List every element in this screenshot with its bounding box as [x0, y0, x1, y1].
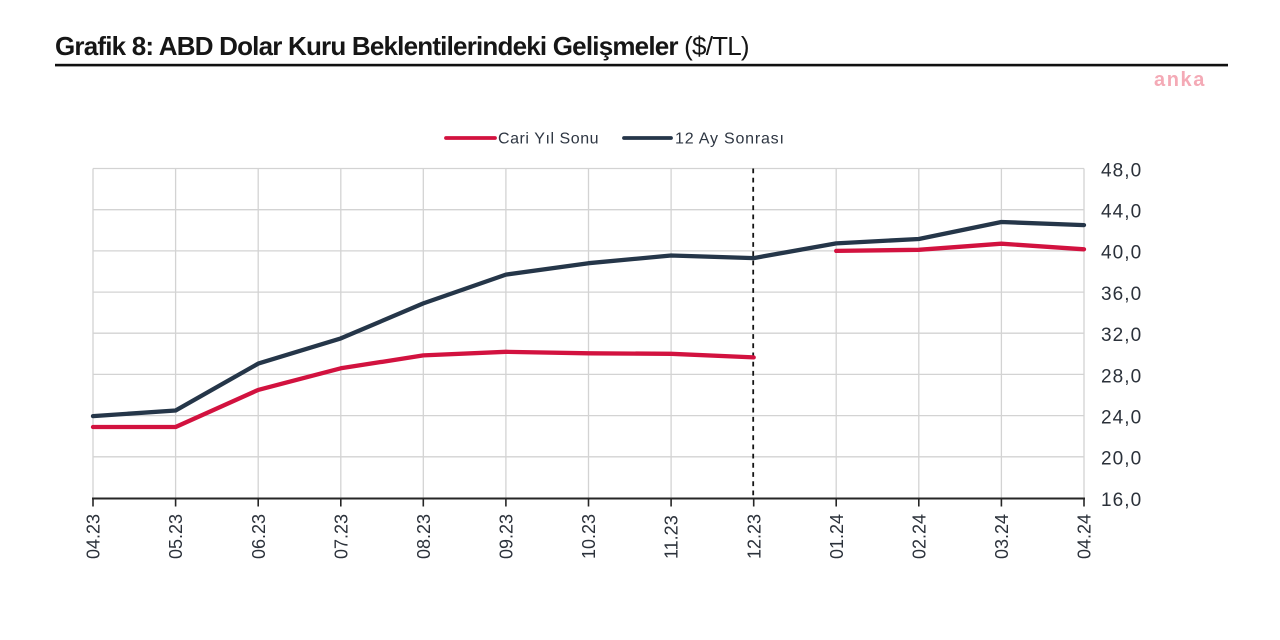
svg-text:06.23: 06.23: [249, 514, 269, 559]
svg-text:24,0: 24,0: [1101, 407, 1142, 428]
svg-text:44,0: 44,0: [1101, 202, 1142, 223]
svg-text:01.24: 01.24: [827, 514, 847, 559]
svg-text:04.23: 04.23: [84, 514, 104, 559]
svg-text:05.23: 05.23: [166, 514, 186, 559]
svg-text:16,0: 16,0: [1101, 490, 1142, 511]
svg-text:03.24: 03.24: [992, 514, 1012, 559]
svg-text:09.23: 09.23: [497, 514, 517, 559]
svg-text:04.24: 04.24: [1075, 514, 1095, 559]
svg-text:Cari Yıl Sonu: Cari Yıl Sonu: [498, 131, 599, 148]
svg-text:02.24: 02.24: [909, 514, 929, 559]
svg-text:12 Ay Sonrası: 12 Ay Sonrası: [675, 131, 785, 148]
svg-text:32,0: 32,0: [1101, 325, 1142, 346]
svg-text:20,0: 20,0: [1101, 449, 1142, 470]
svg-text:36,0: 36,0: [1101, 284, 1142, 305]
svg-text:Grafik 8: ABD Dolar Kuru Bekle: Grafik 8: ABD Dolar Kuru Beklentilerinde…: [55, 31, 749, 61]
svg-text:28,0: 28,0: [1101, 366, 1142, 387]
svg-text:48,0: 48,0: [1101, 160, 1142, 181]
svg-text:anka: anka: [1154, 69, 1206, 91]
svg-text:07.23: 07.23: [331, 514, 351, 559]
svg-text:08.23: 08.23: [414, 514, 434, 559]
svg-text:40,0: 40,0: [1101, 243, 1142, 264]
svg-text:11.23: 11.23: [662, 515, 682, 559]
svg-text:10.23: 10.23: [579, 514, 599, 559]
svg-text:12.23: 12.23: [744, 514, 764, 559]
